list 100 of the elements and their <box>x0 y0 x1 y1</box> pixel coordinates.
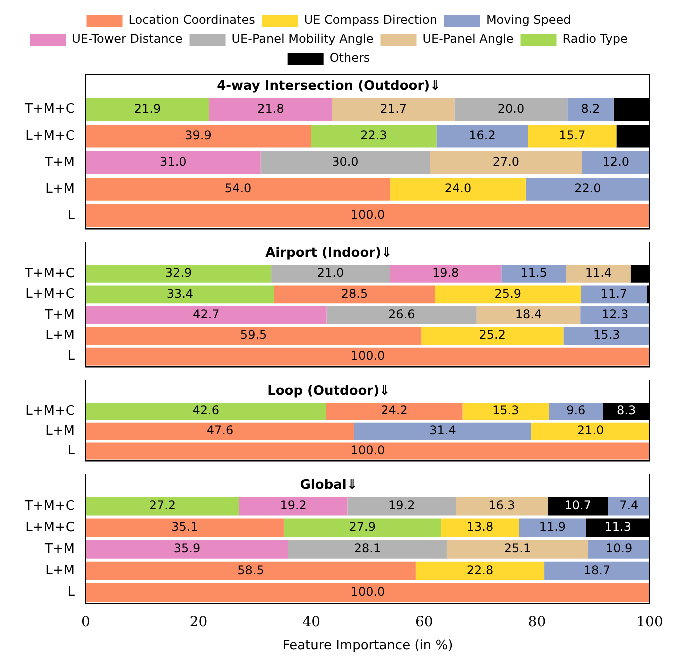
bar <box>526 178 650 201</box>
legend-label: Others <box>330 51 370 66</box>
bar <box>532 422 650 440</box>
bar <box>454 98 568 122</box>
chart-title: Global⇓ <box>300 478 358 494</box>
bar <box>86 265 272 283</box>
bar <box>86 540 288 559</box>
y-tick-label: L+M+C <box>26 128 75 144</box>
data-label: 11.3 <box>604 520 632 534</box>
chart-title: Loop (Outdoor)⇓ <box>268 384 390 400</box>
data-label: 8.3 <box>617 404 636 418</box>
data-label: 59.5 <box>240 328 268 342</box>
bar <box>326 402 463 420</box>
y-tick-label: L <box>68 208 76 224</box>
legend-label: Moving Speed <box>486 13 572 28</box>
data-label: 16.3 <box>488 498 516 513</box>
data-label: 27.0 <box>492 155 520 170</box>
data-label: 24.2 <box>381 404 408 418</box>
data-label: 11.7 <box>600 286 628 301</box>
bar <box>272 265 390 283</box>
data-label: 12.0 <box>602 155 630 170</box>
data-label: 15.3 <box>492 404 520 418</box>
data-label: 25.9 <box>494 286 522 301</box>
data-label: 42.7 <box>193 308 220 322</box>
data-label: 25.2 <box>479 328 506 342</box>
bar <box>288 540 447 559</box>
data-label: 15.3 <box>593 328 620 342</box>
bar <box>86 151 261 174</box>
x-tick-label: 80 <box>528 614 546 631</box>
data-label: 21.8 <box>258 102 284 116</box>
data-label: 28.1 <box>354 542 382 556</box>
y-tick-label: T+M <box>44 542 75 557</box>
bar <box>86 327 422 346</box>
y-tick-label: L <box>68 349 76 364</box>
bar <box>549 402 604 420</box>
data-label: 16.2 <box>469 128 496 143</box>
bar <box>86 584 650 602</box>
y-tick-label: L+M <box>46 424 75 439</box>
bar <box>86 286 274 304</box>
x-tick-label: 0 <box>82 614 90 631</box>
data-label: 33.4 <box>166 286 194 301</box>
bar <box>548 497 608 516</box>
bar <box>430 151 582 174</box>
legend-label: UE-Panel Angle <box>422 32 514 46</box>
bar <box>86 124 312 148</box>
data-label: 31.0 <box>160 155 187 170</box>
data-label: 8.2 <box>581 102 600 116</box>
y-tick-label: L+M+C <box>26 287 75 302</box>
bar <box>86 178 391 201</box>
bar <box>581 286 648 304</box>
y-tick-label: L+M <box>46 564 75 579</box>
data-label: 22.0 <box>574 182 602 196</box>
data-label: 26.6 <box>388 308 416 322</box>
bar <box>519 518 586 538</box>
y-tick-label: T+M+C <box>24 266 75 282</box>
x-tick-label: 60 <box>415 614 434 631</box>
y-tick-label: T+M+C <box>24 498 75 514</box>
chart-title: 4-way Intersection (Outdoor)⇓ <box>217 79 441 94</box>
bar <box>441 518 520 538</box>
bar <box>456 497 548 516</box>
data-label: 100.0 <box>350 584 386 599</box>
bar <box>86 98 210 122</box>
bar <box>311 124 437 148</box>
bar <box>580 306 650 324</box>
bar <box>422 327 564 346</box>
bar <box>566 265 631 283</box>
data-label: 21.0 <box>577 424 604 438</box>
legend-label: UE-Panel Mobility Angle <box>232 32 374 46</box>
bar <box>528 124 617 148</box>
data-label: 31.4 <box>430 424 456 438</box>
bar <box>568 98 614 122</box>
data-label: 18.4 <box>515 308 542 322</box>
data-label: 10.7 <box>564 498 592 513</box>
x-tick-label: 40 <box>302 614 321 631</box>
bar <box>86 348 650 366</box>
bar <box>544 562 650 580</box>
data-label: 21.7 <box>380 102 408 116</box>
bar <box>260 151 430 174</box>
y-tick-label: L+M+C <box>26 404 75 419</box>
data-label: 100.0 <box>350 443 386 458</box>
data-label: 20.0 <box>498 102 525 116</box>
chart-title: Airport (Indoor)⇓ <box>266 246 392 262</box>
data-label: 19.2 <box>388 498 416 513</box>
bar <box>462 402 550 420</box>
data-label: 100.0 <box>350 208 386 222</box>
bar <box>348 497 456 516</box>
bar <box>416 562 545 580</box>
data-label: 28.5 <box>341 286 368 301</box>
bar <box>390 178 526 201</box>
bar <box>582 151 650 174</box>
bar <box>332 98 455 122</box>
bar <box>86 422 354 440</box>
bar <box>564 327 650 346</box>
x-tick-label: 20 <box>190 614 208 631</box>
y-tick-label: T+M+C <box>24 102 75 118</box>
bar <box>284 518 442 538</box>
data-label: 27.2 <box>149 498 176 513</box>
bar <box>86 497 240 516</box>
data-label: 35.1 <box>172 520 198 534</box>
data-label: 22.8 <box>466 563 494 578</box>
